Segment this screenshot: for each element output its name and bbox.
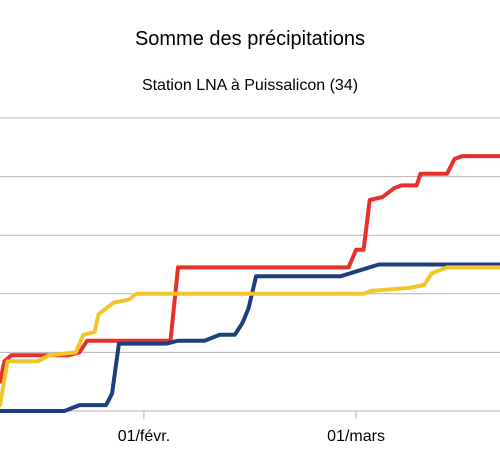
series-lines [0,154,500,413]
series-line-2 [0,262,500,413]
chart-title: Somme des précipitations [135,28,365,50]
series-line-1 [0,154,500,384]
x-tick-label: 01/févr. [118,428,170,445]
series-line-3 [0,265,500,408]
x-tick-label: 01/mars [327,428,385,445]
x-ticks [143,411,357,419]
x-tick-labels: 01/févr. 01/mars [118,428,385,445]
chart-subtitle: Station LNA à Puissalicon (34) [142,77,358,94]
